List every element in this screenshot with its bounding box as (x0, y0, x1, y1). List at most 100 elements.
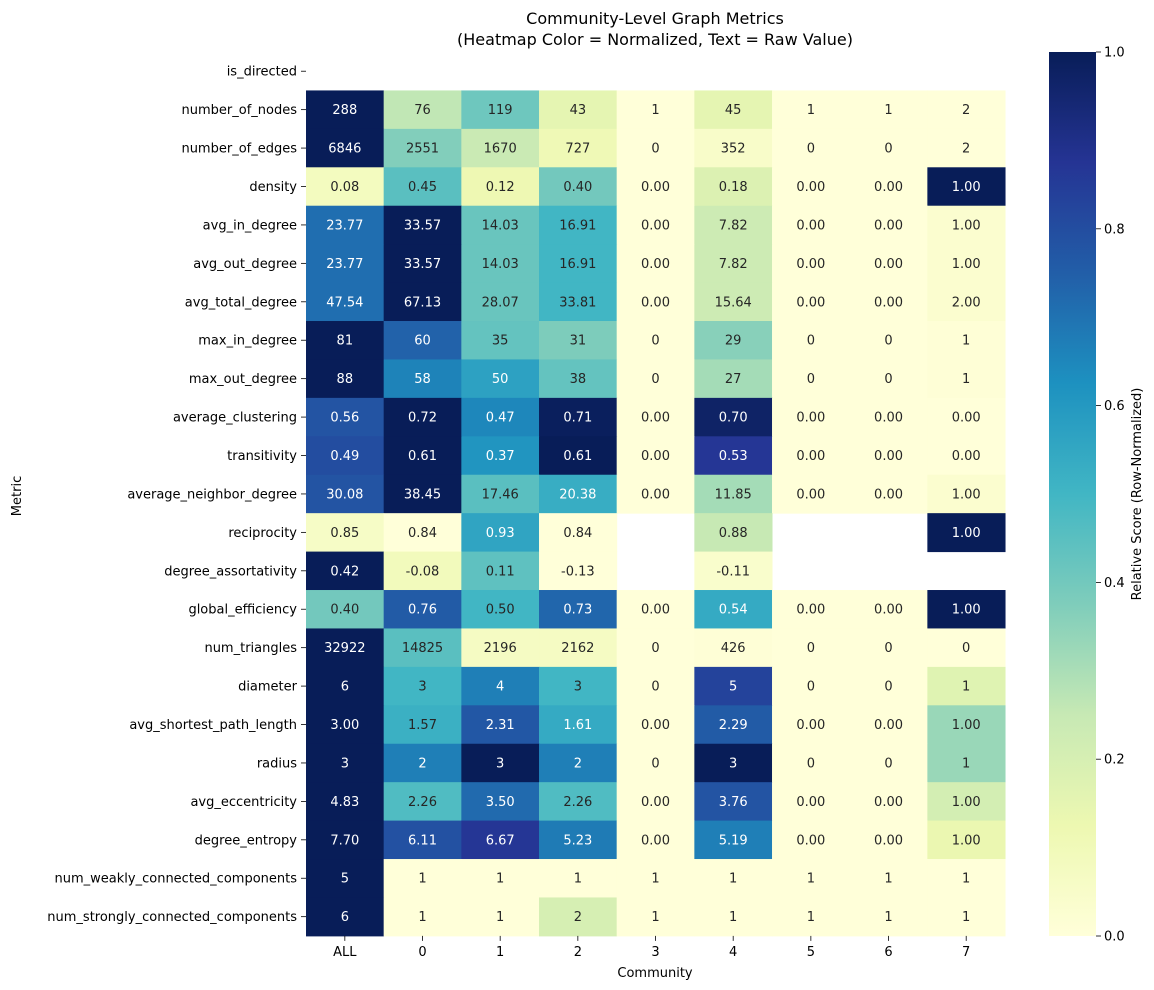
cell-value-label: 0.00 (874, 833, 903, 848)
cell-value-label: 1 (962, 372, 970, 387)
cell-value-label: 33.81 (559, 295, 596, 310)
cell-value-label: 50 (492, 372, 509, 387)
cell-value-label: 1.00 (952, 526, 981, 541)
heatmap-cell (849, 282, 928, 322)
heatmap-cell (927, 859, 1006, 898)
heatmap-cell (694, 513, 773, 553)
heatmap-cell (772, 782, 851, 822)
heatmap-cell (461, 282, 540, 322)
heatmap-cell (306, 820, 385, 860)
y-tick-label: num_triangles (204, 641, 297, 656)
heatmap-cell (694, 590, 773, 629)
cell-value-label: 11.85 (715, 487, 752, 502)
cell-value-label: -0.11 (716, 564, 750, 579)
cell-value-label: 2 (962, 103, 970, 118)
heatmap-cell (927, 782, 1006, 822)
cell-value-label: 1.00 (952, 180, 981, 195)
heatmap-cell (539, 474, 618, 514)
cell-value-label: 0.70 (719, 411, 748, 426)
cell-value-label: 16.91 (559, 218, 596, 233)
cell-value-label: 1 (729, 910, 737, 925)
heatmap-cell (306, 666, 385, 706)
heatmap-cell (694, 820, 773, 860)
heatmap-cell (383, 705, 462, 745)
cell-value-label: 0.00 (874, 449, 903, 464)
heatmap-cell (383, 628, 462, 668)
colorbar-tick-label: 0.6 (1104, 399, 1125, 414)
cell-value-label: 1.00 (952, 257, 981, 272)
x-axis-ticks: ALL 0 1 2 3 4 5 6 7 (333, 935, 970, 960)
heatmap-cell (616, 167, 695, 207)
heatmap-cell (461, 244, 540, 284)
heatmap-cell (849, 90, 928, 130)
y-tick-label: radius (257, 756, 297, 771)
x-tick-label: 1 (496, 945, 504, 960)
heatmap-cell (772, 321, 851, 360)
cell-value-label: 0.00 (796, 411, 825, 426)
heatmap-cell (306, 359, 385, 399)
heatmap-cell (694, 666, 773, 706)
heatmap-cell (772, 666, 851, 706)
colorbar-tick-label: 0.4 (1104, 576, 1125, 591)
heatmap-cell (461, 321, 540, 360)
cell-value-label: 1 (807, 910, 815, 925)
cell-value-label: 1 (962, 334, 970, 349)
heatmap-cell (383, 90, 462, 130)
heatmap-cell (849, 397, 928, 437)
heatmap-cell (539, 551, 618, 591)
heatmap-cell (616, 397, 695, 437)
cell-value-label: 1 (962, 680, 970, 695)
heatmap-cell (772, 628, 851, 668)
cell-value-label: 0 (807, 372, 815, 387)
heatmap-cell (772, 743, 851, 783)
cell-value-label: 0.00 (796, 487, 825, 502)
cell-value-label: 1.00 (952, 718, 981, 733)
heatmap-cell (461, 551, 540, 591)
heatmap-cell (694, 436, 773, 476)
heatmap-cell (616, 666, 695, 706)
heatmap-cell (383, 128, 462, 168)
cell-value-label: 0.00 (796, 833, 825, 848)
heatmap-cell (694, 128, 773, 168)
cell-value-label: 14825 (402, 641, 443, 656)
heatmap-cell (694, 897, 773, 937)
heatmap-cell (849, 474, 928, 514)
cell-value-label: 0.88 (719, 526, 748, 541)
heatmap-cell (306, 628, 385, 668)
cell-value-label: 1.61 (563, 718, 592, 733)
heatmap-cell (772, 590, 851, 629)
chart-title: Community-Level Graph Metrics (526, 9, 784, 28)
cell-value-label: 1 (962, 756, 970, 771)
heatmap-cell (383, 474, 462, 514)
y-tick-label: number_of_edges (181, 142, 297, 157)
heatmap-cell (539, 859, 618, 898)
cell-value-label: 23.77 (326, 257, 363, 272)
cell-value-label: 0.00 (796, 795, 825, 810)
cell-value-label: 58 (414, 372, 431, 387)
heatmap-cell (616, 705, 695, 745)
cell-value-label: 0.47 (486, 411, 515, 426)
cell-value-label: 0.00 (641, 218, 670, 233)
y-tick-label: avg_eccentricity (190, 795, 297, 810)
heatmap-cell (772, 205, 851, 245)
heatmap-cell (383, 590, 462, 629)
cell-value-label: 0.11 (486, 564, 515, 579)
heatmap-cell (461, 128, 540, 168)
cell-value-label: 0.54 (719, 603, 748, 618)
cell-value-label: 1.00 (952, 833, 981, 848)
cell-value-label: 7.82 (719, 257, 748, 272)
y-axis-ticks: is_directed number_of_nodes number_of_edge… (47, 65, 306, 925)
heatmap-cell (461, 628, 540, 668)
cell-value-label: 1 (496, 872, 504, 887)
heatmap-cell (383, 666, 462, 706)
heatmap-cell (539, 666, 618, 706)
cell-value-label: 1 (807, 103, 815, 118)
heatmap-cell (383, 167, 462, 207)
heatmap-cell (927, 628, 1006, 668)
cell-value-label: 4.83 (330, 795, 359, 810)
cell-value-label: 1 (574, 872, 582, 887)
cell-value-label: 0.00 (641, 180, 670, 195)
cell-value-label: 0 (651, 680, 659, 695)
cell-value-label: 1 (496, 910, 504, 925)
